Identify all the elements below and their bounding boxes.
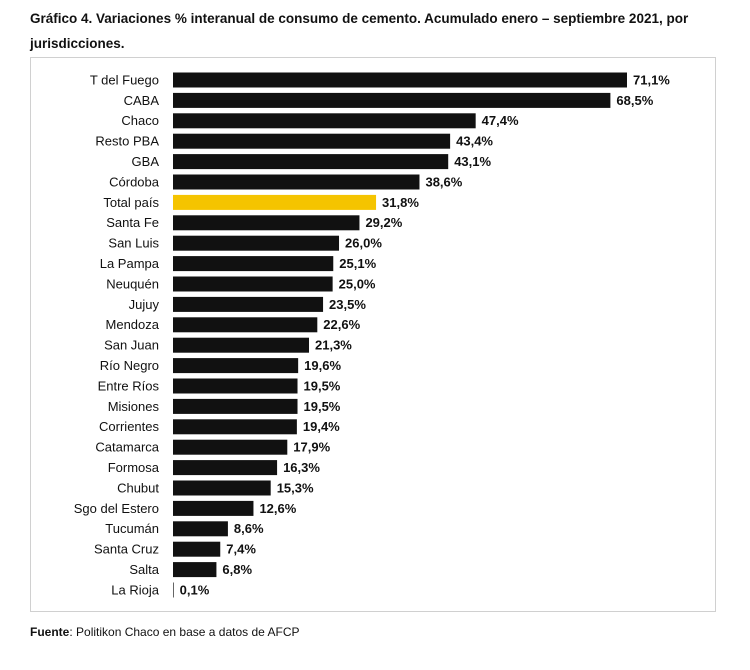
bar	[173, 174, 420, 190]
bar	[173, 398, 298, 414]
y-tick-label: Río Negro	[100, 358, 159, 373]
bar	[173, 215, 360, 231]
y-tick-label: Entre Ríos	[98, 378, 160, 393]
value-label: 26,0%	[345, 236, 382, 251]
y-tick-label: Chubut	[117, 480, 159, 495]
value-label: 12,6%	[259, 501, 296, 516]
value-label: 7,4%	[226, 542, 256, 557]
bar	[173, 113, 476, 129]
bar	[173, 235, 340, 251]
value-label: 6,8%	[222, 562, 252, 577]
y-tick-label: Catamarca	[95, 440, 159, 455]
y-tick-label: San Juan	[104, 338, 159, 353]
value-label: 22,6%	[323, 317, 360, 332]
value-label: 68,5%	[616, 93, 653, 108]
chart: T del Fuego 71,1% CABA 68,5% Chaco 47,4% Resto…	[74, 72, 670, 598]
y-tick-label: T del Fuego	[90, 72, 159, 87]
value-label: 19,6%	[304, 358, 341, 373]
bar	[173, 276, 333, 292]
bar	[173, 317, 318, 333]
bar	[173, 358, 299, 374]
value-label: 43,1%	[454, 154, 491, 169]
value-label: 19,4%	[303, 419, 340, 434]
bar	[173, 133, 451, 149]
bar	[173, 72, 627, 88]
bar	[173, 480, 271, 496]
value-label: 21,3%	[315, 338, 352, 353]
y-tick-label: Salta	[129, 562, 159, 577]
value-label: 71,1%	[633, 72, 670, 87]
y-tick-label: Córdoba	[109, 174, 160, 189]
source: Fuente: Politikon Chaco en base a datos …	[30, 625, 299, 639]
chart-frame	[30, 57, 716, 612]
value-label: 19,5%	[304, 378, 341, 393]
bar	[173, 337, 310, 353]
source-text: : Politikon Chaco en base a datos de AFC…	[69, 625, 300, 639]
value-label: 0,1%	[180, 582, 210, 597]
y-tick-label: CABA	[124, 93, 160, 108]
value-label: 15,3%	[277, 480, 314, 495]
value-label: 25,1%	[339, 256, 376, 271]
y-tick-label: Corrientes	[99, 419, 159, 434]
value-label: 38,6%	[425, 174, 462, 189]
y-tick-label: Resto PBA	[95, 134, 159, 149]
y-tick-label: San Luis	[108, 236, 159, 251]
bar	[173, 582, 174, 598]
value-label: 23,5%	[329, 297, 366, 312]
bar	[173, 439, 288, 455]
value-label: 17,9%	[293, 440, 330, 455]
chart-title: Gráfico 4. Variaciones % interanual de c…	[30, 11, 689, 51]
bar	[173, 154, 449, 170]
bar	[173, 194, 377, 210]
value-label: 29,2%	[365, 215, 402, 230]
bar	[173, 521, 228, 537]
y-tick-label: Sgo del Estero	[74, 501, 159, 516]
y-tick-label: Santa Fe	[106, 215, 159, 230]
y-tick-label: GBA	[132, 154, 160, 169]
value-label: 19,5%	[304, 399, 341, 414]
y-tick-label: Misiones	[108, 399, 160, 414]
value-label: 47,4%	[482, 113, 519, 128]
y-tick-label: Neuquén	[106, 276, 159, 291]
bar	[173, 500, 254, 516]
bar	[173, 296, 324, 312]
y-tick-label: Chaco	[121, 113, 159, 128]
y-tick-label: Santa Cruz	[94, 542, 159, 557]
y-tick-label: La Rioja	[111, 582, 159, 597]
bar	[173, 541, 221, 557]
source-label: Fuente	[30, 625, 70, 639]
bar	[173, 562, 217, 578]
value-label: 16,3%	[283, 460, 320, 475]
y-tick-label: Total país	[103, 195, 159, 210]
y-tick-label: Mendoza	[106, 317, 160, 332]
y-tick-label: Jujuy	[129, 297, 160, 312]
y-tick-label: Tucumán	[105, 521, 159, 536]
value-label: 31,8%	[382, 195, 419, 210]
value-label: 43,4%	[456, 134, 493, 149]
value-label: 25,0%	[339, 276, 376, 291]
bar	[173, 419, 297, 435]
bar	[173, 92, 611, 108]
bar	[173, 378, 298, 394]
bar	[173, 256, 334, 272]
bar	[173, 460, 278, 476]
value-label: 8,6%	[234, 521, 264, 536]
y-tick-label: La Pampa	[100, 256, 160, 271]
y-tick-label: Formosa	[108, 460, 160, 475]
